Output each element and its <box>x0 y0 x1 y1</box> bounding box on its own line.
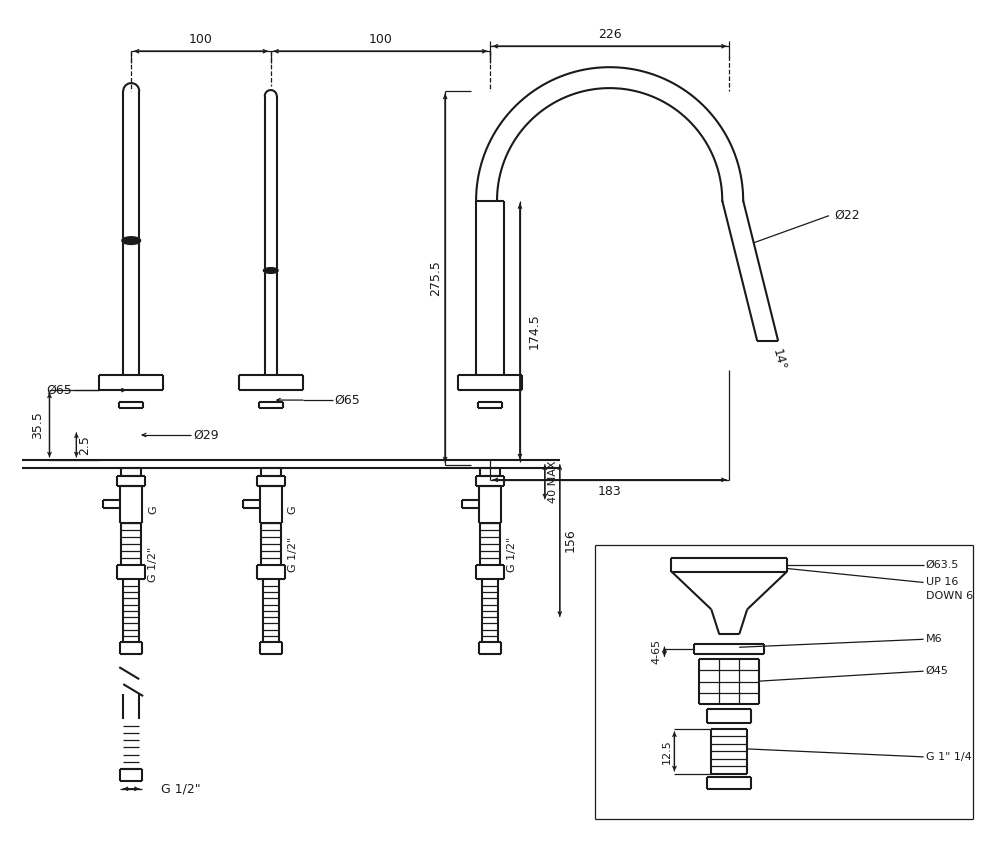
Text: 100: 100 <box>189 33 213 46</box>
Text: G: G <box>288 506 298 514</box>
Text: 12.5: 12.5 <box>661 739 671 764</box>
Text: G 1" 1/4: G 1" 1/4 <box>926 752 971 762</box>
Text: G 1/2": G 1/2" <box>148 547 158 582</box>
Text: 156: 156 <box>563 528 576 553</box>
Ellipse shape <box>123 238 139 243</box>
Text: 183: 183 <box>598 485 622 498</box>
Text: Ø63.5: Ø63.5 <box>926 560 959 570</box>
Text: 275.5: 275.5 <box>429 260 442 296</box>
Text: Ø65: Ø65 <box>47 384 72 397</box>
Text: 100: 100 <box>368 33 392 46</box>
Text: 2.5: 2.5 <box>78 435 91 455</box>
Ellipse shape <box>122 237 140 244</box>
Text: G: G <box>148 506 158 514</box>
Text: 4-65: 4-65 <box>651 639 661 664</box>
Text: M6: M6 <box>926 635 942 644</box>
Text: 226: 226 <box>598 28 621 41</box>
Text: Ø29: Ø29 <box>193 429 219 441</box>
Ellipse shape <box>264 268 278 273</box>
Text: G 1/2": G 1/2" <box>507 537 517 572</box>
Text: Ø45: Ø45 <box>926 666 948 676</box>
Text: 14°: 14° <box>770 348 788 372</box>
Ellipse shape <box>265 268 277 273</box>
Text: 174.5: 174.5 <box>527 313 540 349</box>
Text: G 1/2": G 1/2" <box>161 782 201 795</box>
Text: 35.5: 35.5 <box>31 411 44 439</box>
Text: 40 MAX: 40 MAX <box>548 461 558 503</box>
Text: G 1/2": G 1/2" <box>288 537 298 572</box>
Text: DOWN 6: DOWN 6 <box>926 592 973 602</box>
Text: Ø65: Ø65 <box>335 393 360 407</box>
Text: Ø22: Ø22 <box>834 209 860 222</box>
Text: UP 16: UP 16 <box>926 577 958 587</box>
